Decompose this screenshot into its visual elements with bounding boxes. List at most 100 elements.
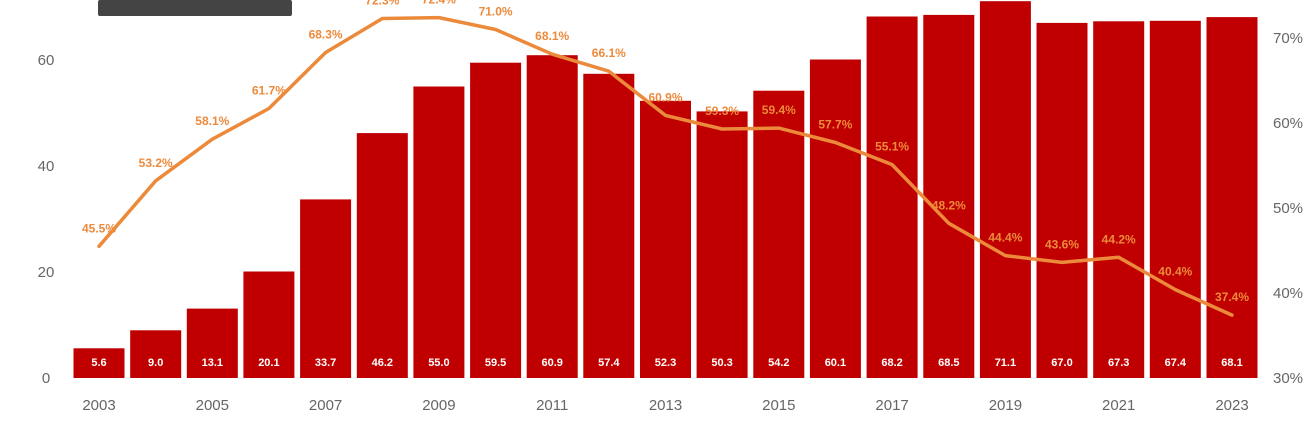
x-tick-2023: 2023 [1215, 397, 1248, 414]
line-label-2006: 61.7% [252, 84, 286, 98]
bar-2018 [923, 14, 975, 379]
x-axis: 2003 2005 2007 2009 2011 2013 2015 2017 2019 2021… [82, 397, 1248, 414]
bar-labels-layer: 5.6 9.0 13.1 20.1 33.7 46.2 55.0 59.5 60.9 57.4 52… [91, 357, 1242, 369]
line-point-2007 [325, 52, 327, 53]
bar-2003 [73, 348, 125, 378]
bar-label-2004: 9.0 [148, 357, 163, 369]
line-point-2016 [834, 142, 836, 143]
line-point-2017 [891, 164, 893, 166]
line-point-2019 [1004, 255, 1006, 257]
x-tick-2021: 2021 [1102, 397, 1135, 414]
logo-watermark [98, 0, 292, 16]
bar-label-2013: 52.3 [655, 357, 676, 369]
bar-label-2023: 68.1 [1221, 357, 1242, 369]
bar-label-2019: 71.1 [995, 357, 1016, 369]
bar-2005 [186, 308, 238, 378]
line-label-2004: 53.2% [139, 156, 173, 170]
bar-label-2020: 67.0 [1051, 357, 1072, 369]
bar-label-2006: 20.1 [258, 357, 279, 369]
bar-label-2005: 13.1 [202, 357, 223, 369]
line-label-2010: 71.0% [479, 5, 513, 19]
bar-2014 [696, 111, 748, 379]
bar-2006 [243, 271, 295, 378]
bar-2008 [356, 133, 408, 378]
y-right-tick-40%: 40% [1273, 285, 1303, 302]
line-label-2005: 58.1% [195, 114, 229, 128]
line-point-2020 [1061, 261, 1063, 263]
line-labels-layer: 45.5% 53.2% 58.1% 61.7% 68.3% 72.3% 72.4% 71.0%… [82, 0, 1249, 304]
y-left-axis: 0 20 40 60 [38, 52, 55, 387]
y-left-tick-20: 20 [38, 264, 55, 281]
x-tick-2009: 2009 [422, 397, 455, 414]
x-tick-2011: 2011 [536, 397, 568, 414]
line-point-2005 [211, 138, 213, 140]
line-label-2021: 44.2% [1102, 232, 1136, 246]
bar-label-2018: 68.5 [938, 357, 959, 369]
line-label-2015: 59.4% [762, 103, 796, 117]
line-point-2010 [495, 29, 497, 30]
x-tick-2017: 2017 [875, 397, 908, 414]
line-label-2011: 68.1% [535, 29, 569, 43]
y-right-tick-50%: 50% [1273, 200, 1303, 217]
bar-2021 [1093, 21, 1145, 379]
bar-2017 [866, 16, 918, 378]
bar-label-2012: 57.4 [598, 357, 620, 369]
line-label-2020: 43.6% [1045, 237, 1079, 251]
x-tick-2003: 2003 [82, 397, 115, 414]
line-label-2009: 72.4% [422, 0, 456, 7]
line-label-2003: 45.5% [82, 221, 116, 235]
line-point-2006 [268, 108, 270, 109]
bar-label-2003: 5.6 [91, 357, 106, 369]
bar-2015 [753, 90, 805, 378]
bar-label-2010: 59.5 [485, 357, 506, 369]
bar-2020 [1036, 22, 1088, 379]
y-right-tick-30%: 30% [1273, 370, 1303, 387]
line-label-2013: 60.9% [648, 90, 682, 104]
bar-2011 [526, 55, 578, 378]
line-point-2013 [665, 114, 666, 116]
line-label-2017: 55.1% [875, 140, 909, 154]
bar-2007 [300, 199, 352, 378]
y-left-tick-40: 40 [38, 158, 55, 175]
line-point-2004 [155, 180, 157, 182]
y-right-tick-60%: 60% [1273, 115, 1303, 132]
line-point-2008 [381, 18, 383, 19]
line-label-2007: 68.3% [309, 28, 343, 42]
bar-label-2009: 55.0 [428, 357, 449, 369]
bar-2019 [979, 1, 1031, 378]
bar-label-2008: 46.2 [372, 357, 393, 369]
line-label-2014: 59.3% [705, 104, 739, 118]
line-point-2012 [608, 70, 610, 72]
x-tick-2005: 2005 [196, 397, 229, 414]
x-tick-2019: 2019 [989, 397, 1022, 414]
line-point-2003 [98, 245, 100, 247]
bar-label-2007: 33.7 [315, 357, 336, 369]
line-point-2011 [551, 53, 553, 55]
line-label-2022: 40.4% [1158, 265, 1192, 279]
y-right-axis: 30% 40% 50% 60% 70% [1273, 30, 1303, 387]
line-label-2019: 44.4% [988, 231, 1022, 245]
x-tick-2007: 2007 [309, 397, 342, 414]
line-point-2022 [1174, 289, 1176, 291]
bar-label-2021: 67.3 [1108, 357, 1129, 369]
bar-2004 [130, 330, 182, 378]
bar-2016 [809, 59, 861, 378]
bar-2013 [640, 100, 691, 379]
x-tick-2015: 2015 [762, 397, 795, 414]
bar-2023 [1206, 17, 1258, 378]
line-point-2014 [721, 128, 723, 130]
bar-2009 [413, 86, 465, 378]
bar-2012 [583, 73, 635, 379]
line-point-2015 [778, 127, 780, 129]
line-label-2023: 37.4% [1215, 290, 1249, 304]
bar-label-2017: 68.2 [881, 357, 902, 369]
line-point-2018 [948, 222, 950, 224]
line-label-2012: 66.1% [592, 46, 626, 60]
bar-2010 [470, 62, 522, 378]
y-right-tick-70%: 70% [1273, 30, 1303, 47]
bar-label-2016: 60.1 [825, 357, 846, 369]
y-left-tick-0: 0 [42, 370, 50, 387]
line-label-2008: 72.3% [365, 0, 399, 8]
